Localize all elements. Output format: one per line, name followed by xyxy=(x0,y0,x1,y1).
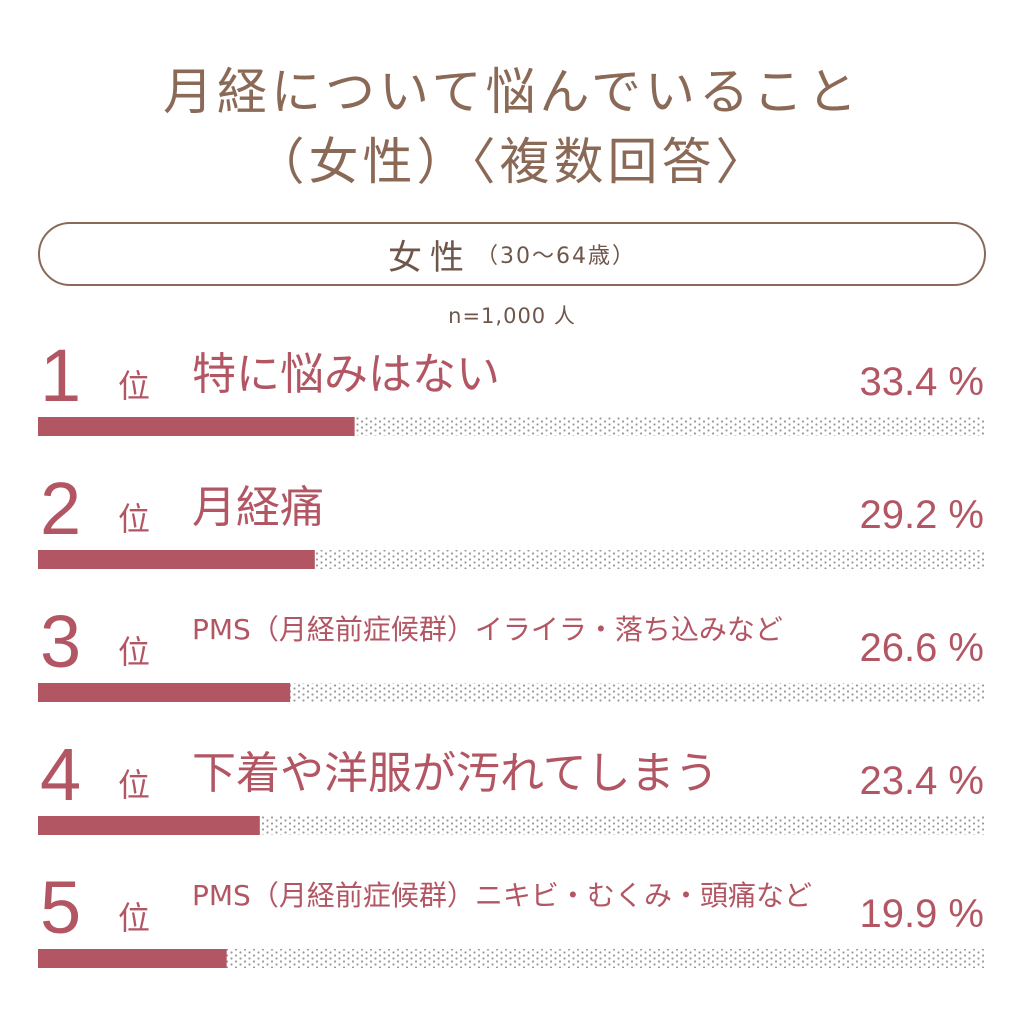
category-label: PMS（月経前症候群）ニキビ・むくみ・頭痛など xyxy=(192,879,812,912)
segment-pill: 女性 （30～64歳） xyxy=(38,222,986,286)
rank-number: 3 xyxy=(40,600,81,683)
value-label: 23.4 % xyxy=(859,759,984,803)
rank-suffix: 位 xyxy=(118,367,150,405)
bar-track xyxy=(38,949,986,968)
rank-number: 2 xyxy=(40,467,81,550)
category-label: PMS（月経前症候群）イライラ・落ち込みなど xyxy=(192,613,783,646)
rank-number: 5 xyxy=(40,866,81,949)
segment-age: （30～64歳） xyxy=(476,244,636,269)
value-label: 29.2 % xyxy=(859,493,984,537)
bar xyxy=(38,683,291,702)
value-label: 26.6 % xyxy=(859,626,984,670)
category-label: 月経痛 xyxy=(192,482,324,533)
chart-title-line1: 月経について悩んでいること xyxy=(163,63,861,121)
rank-suffix: 位 xyxy=(118,899,150,937)
bar xyxy=(38,949,227,968)
sample-size: n=1,000 人 xyxy=(448,304,576,328)
rank-number: 1 xyxy=(40,334,81,417)
category-label: 下着や洋服が汚れてしまう xyxy=(192,748,719,799)
rank-suffix: 位 xyxy=(118,500,150,538)
value-label: 33.4 % xyxy=(859,360,984,404)
rank-suffix: 位 xyxy=(118,633,150,671)
segment-gender: 女性 xyxy=(388,237,472,278)
rank-number: 4 xyxy=(40,733,81,816)
rank-suffix: 位 xyxy=(118,766,150,804)
bar xyxy=(38,816,260,835)
value-label: 19.9 % xyxy=(859,892,984,936)
bar xyxy=(38,417,355,436)
category-label: 特に悩みはない xyxy=(192,349,500,400)
bar-track xyxy=(38,816,986,835)
bar xyxy=(38,550,315,569)
chart-title-line2: （女性）〈複数回答〉 xyxy=(254,133,770,191)
